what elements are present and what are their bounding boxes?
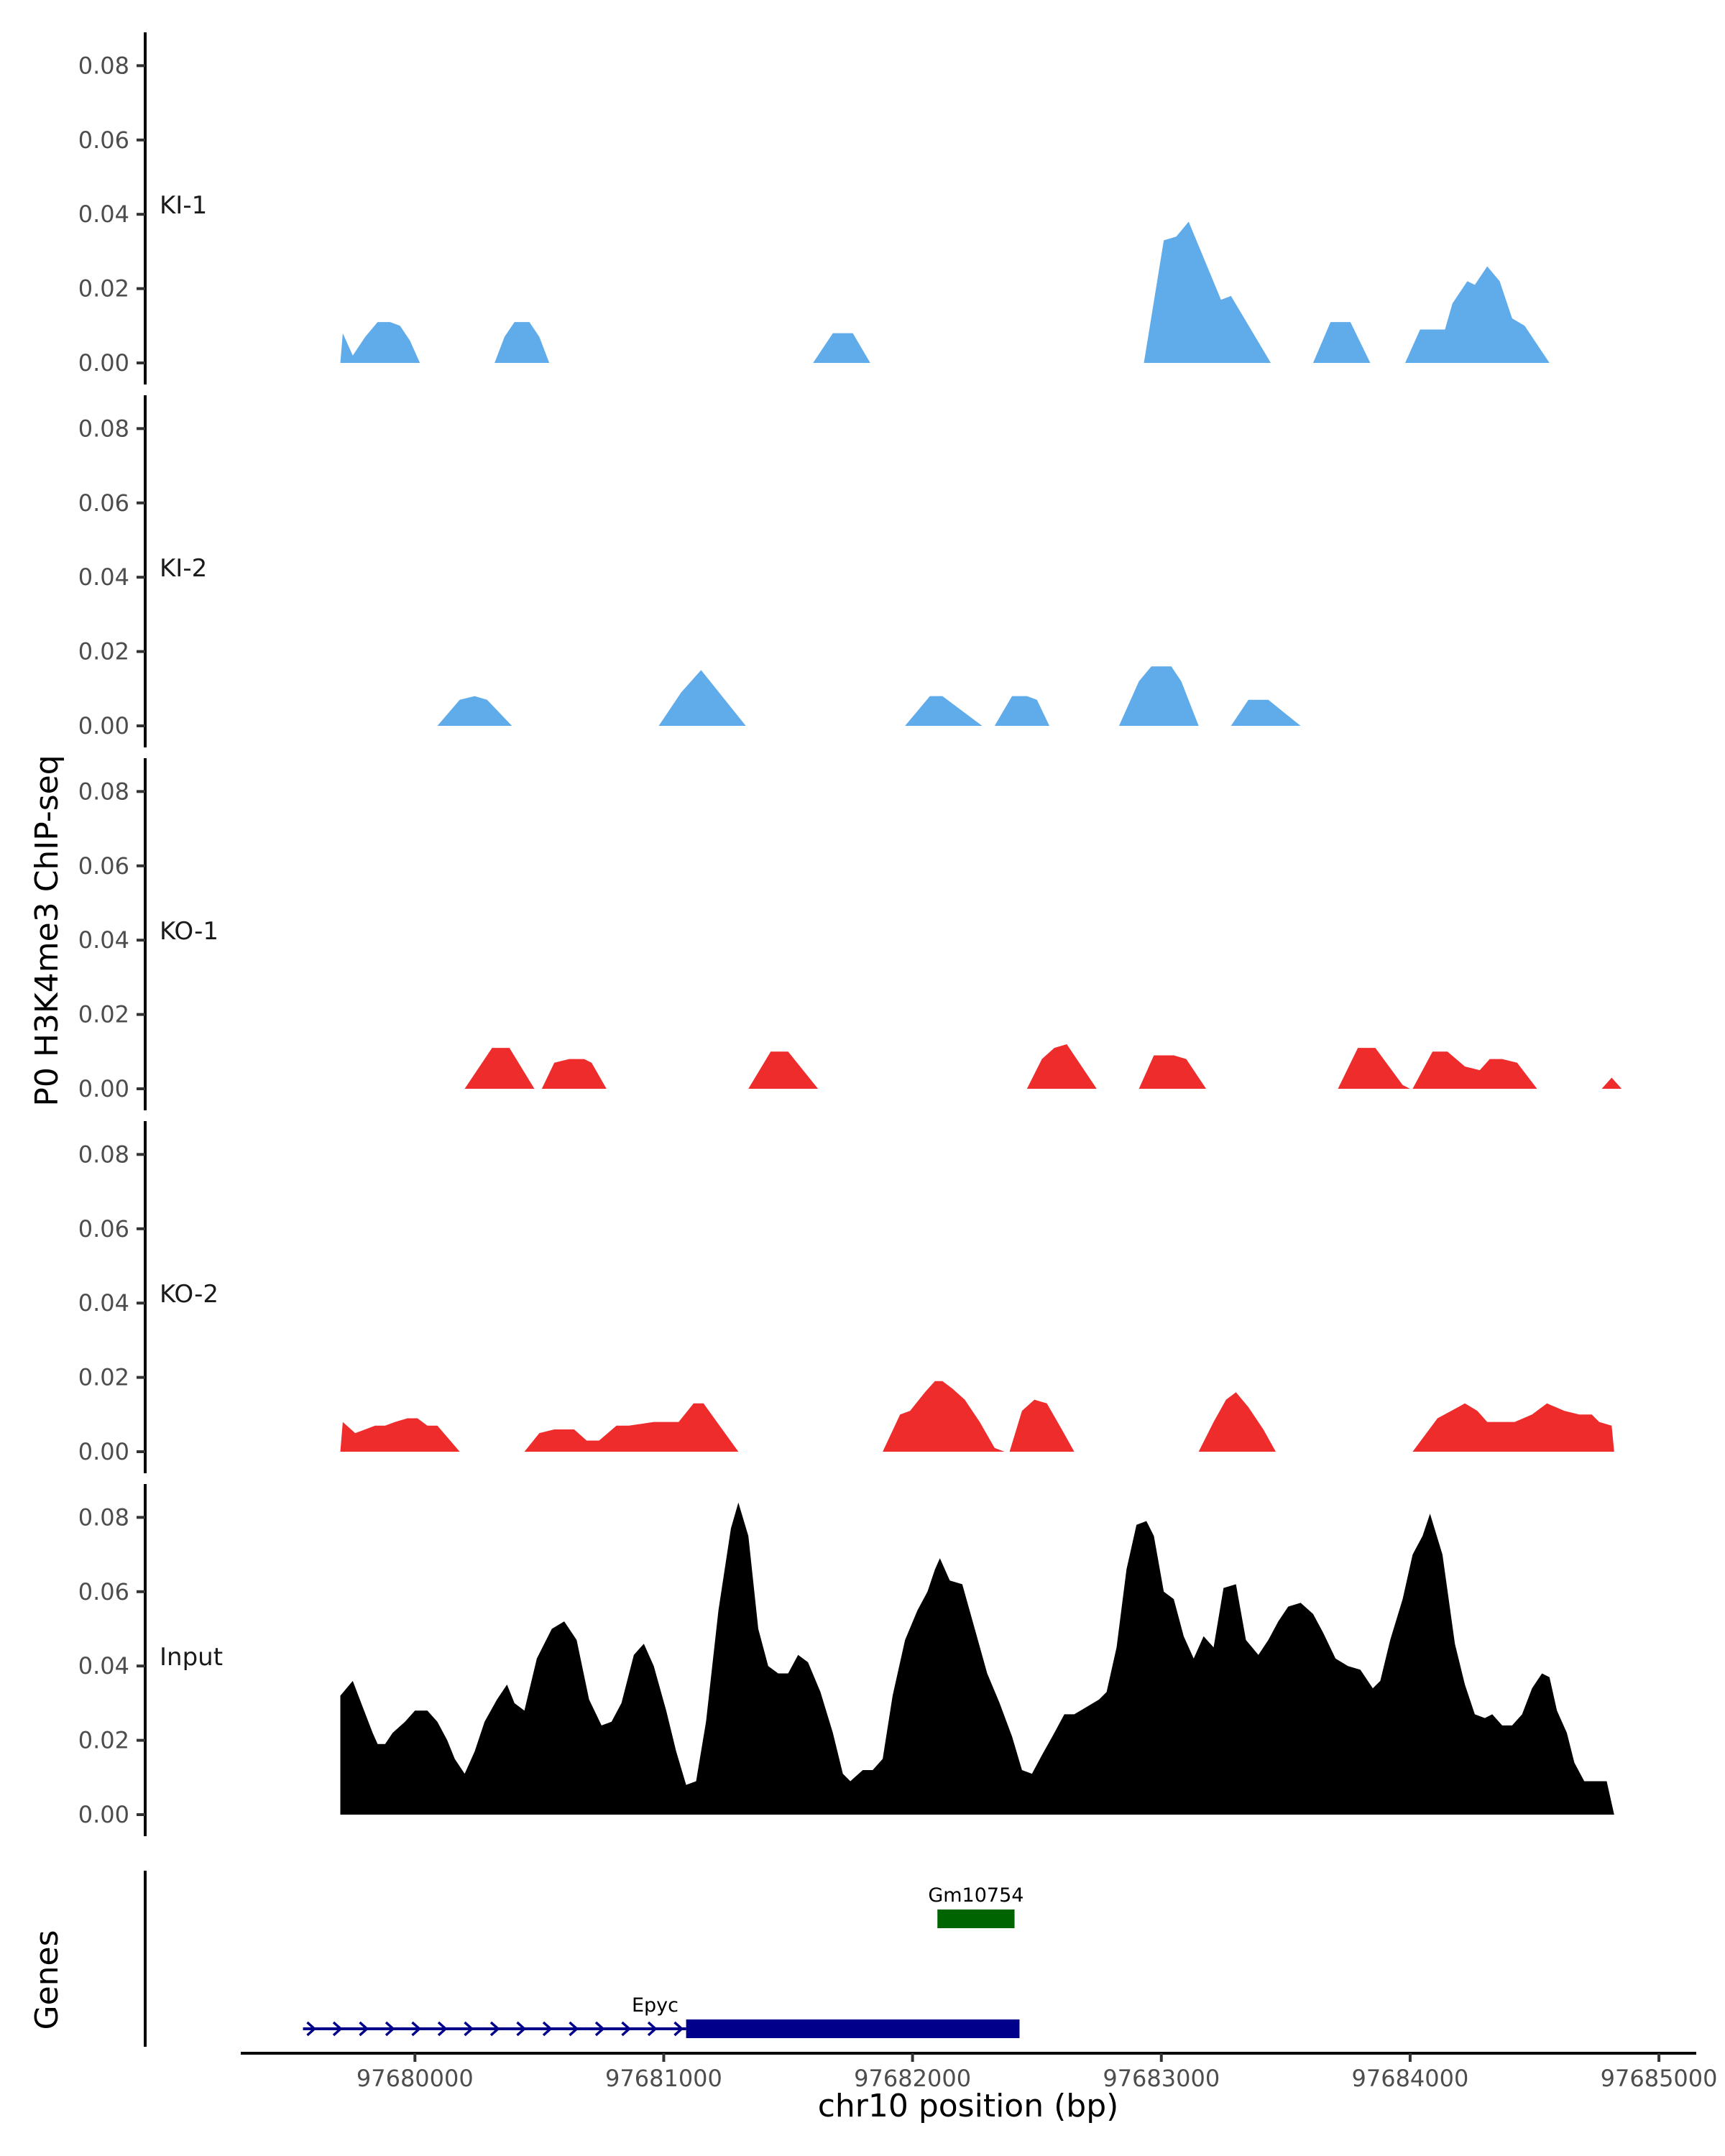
y-axis-title: P0 H3K4me3 ChIP-seq [29,755,65,1106]
y-tick-label: 0.06 [78,1578,129,1606]
y-tick-label: 0.08 [78,1141,129,1168]
x-tick-label: 97683000 [1103,2065,1220,2092]
track-label: Input [160,1643,223,1672]
strand-arrow [411,2021,422,2037]
coverage-area-ko-2 [340,1381,1614,1452]
y-tick-label: 0.00 [78,349,129,377]
gene-exon-block [937,1909,1015,1928]
y-tick-label: 0.02 [78,275,129,303]
y-tick-label: 0.08 [78,415,129,442]
x-tick-label: 97680000 [356,2065,474,2092]
x-tick-label: 97681000 [605,2065,722,2092]
gene-exon-block [686,2019,1020,2038]
y-tick-label: 0.00 [78,1075,129,1102]
genes-axis-title: Genes [29,1930,65,2030]
genes-panel: Gm10754 Epyc [144,1871,1024,2047]
y-tick-label: 0.02 [78,1727,129,1754]
track-panel-ko-1: 0.00 0.02 0.04 0.06 0.08 KO-1 [78,758,1622,1110]
strand-arrow [647,2021,658,2037]
y-tick-label: 0.08 [78,1503,129,1531]
strand-arrow [621,2021,632,2037]
strand-arrow [385,2021,395,2037]
track-panels: 0.00 0.02 0.04 0.06 0.08 KI-1 0.00 0.02 0.04 0.06… [78,32,1622,1836]
y-tick-label: 0.04 [78,1652,129,1680]
x-axis-title: chr10 position (bp) [818,2088,1119,2124]
y-tick-label: 0.08 [78,52,129,79]
y-tick-label: 0.06 [78,489,129,517]
coverage-area-ko-1 [464,1044,1622,1089]
y-tick-label: 0.04 [78,1289,129,1317]
x-tick-label: 97682000 [854,2065,971,2092]
strand-arrow [673,2021,684,2037]
y-tick-label: 0.08 [78,778,129,805]
strand-arrow [594,2021,605,2037]
strand-arrow [489,2021,500,2037]
y-tick-label: 0.06 [78,1215,129,1243]
y-tick-label: 0.04 [78,563,129,591]
x-axis: 97680000 97681000 97682000 97683000 97684000… [241,2052,1718,2092]
strand-arrow [306,2021,317,2037]
track-label: KI-2 [160,554,207,583]
y-tick-label: 0.02 [78,1001,129,1028]
y-tick-label: 0.02 [78,1364,129,1391]
gene-epyc: Epyc [303,1994,1020,2038]
track-label: KI-1 [160,191,207,220]
coverage-area-ki-1 [340,221,1550,363]
x-tick-label: 97685000 [1601,2065,1718,2092]
y-tick-label: 0.06 [78,126,129,154]
y-tick-label: 0.06 [78,852,129,880]
strand-arrow [569,2021,579,2037]
gene-label: Gm10754 [928,1884,1024,1907]
track-panel-ko-2: 0.00 0.02 0.04 0.06 0.08 KO-2 [78,1121,1614,1473]
strand-arrow [464,2021,474,2037]
track-panel-ki-2: 0.00 0.02 0.04 0.06 0.08 KI-2 [78,395,1301,747]
strand-arrow [359,2021,369,2037]
y-tick-label: 0.04 [78,926,129,954]
gene-label: Epyc [632,1994,678,2017]
coverage-area-ki-2 [437,666,1301,726]
gene-gm10754: Gm10754 [928,1884,1024,1928]
y-tick-label: 0.00 [78,712,129,740]
strand-arrow [516,2021,527,2037]
track-label: KO-1 [160,917,218,946]
track-label: KO-2 [160,1280,218,1309]
y-tick-label: 0.00 [78,1801,129,1828]
y-tick-label: 0.04 [78,201,129,228]
strand-arrow [332,2021,343,2037]
track-panel-ki-1: 0.00 0.02 0.04 0.06 0.08 KI-1 [78,32,1550,384]
y-tick-label: 0.00 [78,1438,129,1465]
strand-arrow [542,2021,553,2037]
x-tick-label: 97684000 [1351,2065,1468,2092]
coverage-area-input [340,1502,1614,1815]
track-panel-input: 0.00 0.02 0.04 0.06 0.08 Input [78,1484,1614,1836]
y-tick-label: 0.02 [78,638,129,665]
strand-arrow [437,2021,448,2037]
